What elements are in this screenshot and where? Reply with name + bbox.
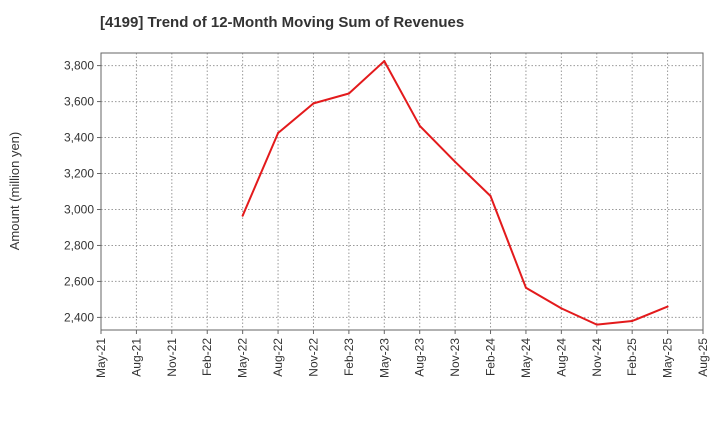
x-tick-label: May-21 [94, 338, 108, 378]
x-tick-label: Aug-25 [696, 338, 710, 377]
x-tick-label: Aug-21 [129, 338, 143, 377]
x-tick-label: Aug-22 [271, 338, 285, 377]
y-tick-label: 3,600 [64, 95, 94, 109]
y-tick-label: 3,200 [64, 167, 94, 181]
data-point [666, 305, 669, 308]
y-tick-label: 2,400 [64, 310, 94, 324]
data-point [489, 194, 492, 197]
x-tick-label: May-24 [519, 338, 533, 378]
data-point [560, 307, 563, 310]
x-tick-label: Aug-24 [554, 338, 568, 377]
series-layer [241, 60, 669, 326]
data-point [631, 320, 634, 323]
x-tick-label: Nov-24 [590, 338, 604, 377]
chart-title: [4199] Trend of 12-Month Moving Sum of R… [100, 14, 465, 31]
data-point [312, 102, 315, 105]
y-tick-label: 2,600 [64, 274, 94, 288]
x-tick-label: Feb-24 [484, 338, 498, 376]
x-tick-label: May-25 [661, 338, 675, 378]
data-point [347, 92, 350, 95]
y-tick-label: 3,000 [64, 202, 94, 216]
data-point [383, 60, 386, 63]
y-tick-label: 2,800 [64, 238, 94, 252]
plot-frame [100, 52, 704, 331]
x-tick-label: Nov-23 [448, 338, 462, 377]
x-tick-label: Feb-23 [342, 338, 356, 376]
x-tick-label: Aug-23 [413, 338, 427, 377]
x-axis-ticks: May-21 Aug-21 Nov-21 Feb-22 May-22 Aug-22 Nov-… [94, 330, 710, 378]
data-point [241, 214, 244, 217]
x-tick-label: May-22 [236, 338, 250, 378]
y-tick-label: 3,800 [64, 59, 94, 73]
data-point [595, 323, 598, 326]
y-axis-ticks: 2,400 2,600 2,800 3,000 3,200 3,400 3,600 3,800 [64, 59, 101, 324]
x-tick-label: Nov-22 [306, 338, 320, 377]
data-point [277, 132, 280, 135]
data-point [418, 124, 421, 127]
x-tick-label: May-23 [377, 338, 391, 378]
data-point [524, 286, 527, 289]
y-axis-title: Amount (million yen) [7, 132, 22, 251]
grid [100, 53, 704, 330]
data-point [454, 160, 457, 163]
x-tick-label: Feb-25 [625, 338, 639, 376]
x-tick-label: Nov-21 [165, 338, 179, 377]
x-tick-label: Feb-22 [200, 338, 214, 376]
y-tick-label: 3,400 [64, 131, 94, 145]
